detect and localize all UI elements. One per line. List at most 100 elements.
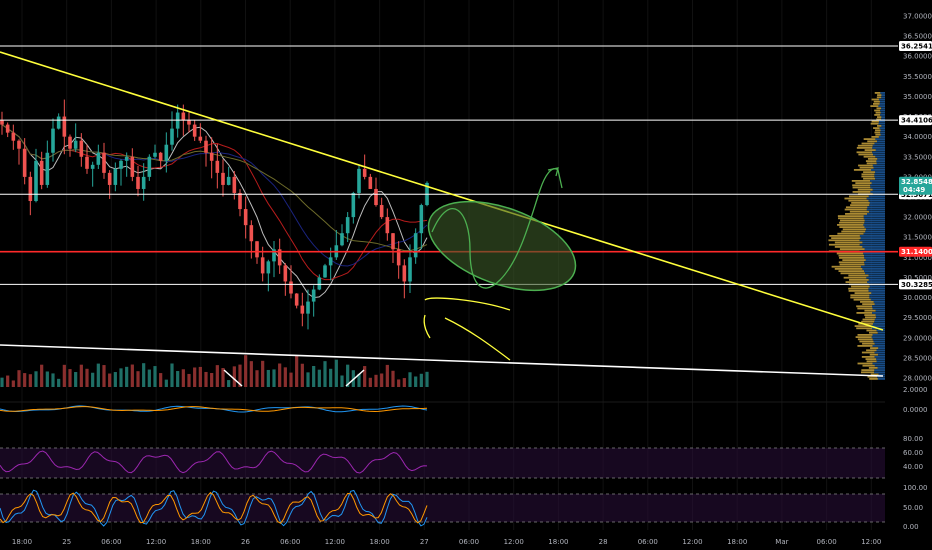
profile-bar bbox=[838, 254, 865, 257]
profile-bar bbox=[840, 219, 865, 222]
profile-bar bbox=[864, 309, 876, 312]
profile-bar-blue bbox=[877, 158, 885, 160]
drawings[interactable] bbox=[0, 51, 884, 387]
level-badge-label: 30.3285 bbox=[901, 281, 932, 289]
volume-bar bbox=[51, 373, 55, 387]
candle-body bbox=[113, 168, 118, 185]
profile-bar-blue bbox=[871, 325, 885, 327]
profile-bar-blue bbox=[863, 217, 885, 220]
profile-bar bbox=[857, 338, 873, 341]
profile-bar bbox=[870, 105, 879, 107]
profile-bar bbox=[850, 296, 870, 299]
arrow-head-icon bbox=[547, 167, 559, 177]
volume-bar bbox=[295, 355, 299, 387]
profile-bar bbox=[834, 241, 863, 244]
time-tick-label: 18:00 bbox=[12, 538, 32, 546]
indicator-tick-label: 50.00 bbox=[903, 504, 923, 512]
candle-body bbox=[96, 152, 101, 165]
volume-bar bbox=[34, 371, 38, 387]
macd-signal-line bbox=[0, 406, 428, 413]
candle-body bbox=[255, 241, 259, 258]
profile-bar bbox=[855, 182, 872, 184]
volume-bar bbox=[210, 373, 214, 387]
profile-bar bbox=[857, 144, 873, 147]
candle-body bbox=[107, 172, 112, 185]
volume-bar bbox=[113, 372, 117, 387]
profile-bar-blue bbox=[864, 221, 885, 224]
descending-trendline[interactable] bbox=[0, 51, 884, 331]
profile-bar bbox=[828, 243, 860, 246]
profile-bar bbox=[842, 259, 866, 261]
time-tick-label: 06:00 bbox=[280, 538, 300, 546]
volume-bar bbox=[289, 372, 293, 387]
volume-bar bbox=[28, 374, 32, 387]
profile-bar bbox=[870, 122, 879, 125]
time-tick-label: 18:00 bbox=[370, 538, 390, 546]
freehand-curve-2[interactable] bbox=[423, 314, 431, 339]
freehand-curve-1[interactable] bbox=[424, 297, 511, 311]
profile-bar-blue bbox=[870, 191, 885, 193]
profile-bar-blue bbox=[872, 305, 885, 308]
candle-body bbox=[0, 120, 4, 125]
profile-bar-blue bbox=[874, 364, 885, 367]
profile-bar-blue bbox=[876, 349, 885, 352]
profile-bar bbox=[863, 138, 876, 140]
profile-bar-blue bbox=[876, 316, 885, 319]
profile-bar bbox=[836, 252, 864, 255]
candlesticks bbox=[0, 99, 429, 330]
volume-bar bbox=[397, 379, 401, 387]
volume-bar bbox=[261, 360, 265, 387]
white-tick-right bbox=[345, 369, 365, 387]
profile-bar bbox=[862, 318, 875, 321]
profile-bar bbox=[867, 140, 878, 143]
indicator-axis: 2.0000 0.0000 80.00 60.00 40.00 100.00 50.00 0.… bbox=[903, 386, 928, 531]
profile-bar-blue bbox=[875, 171, 885, 173]
profile-bar bbox=[857, 334, 873, 336]
profile-bar-blue bbox=[859, 243, 885, 246]
volume-bar bbox=[419, 373, 423, 387]
volume-bar bbox=[312, 365, 316, 387]
candle-body bbox=[221, 172, 225, 185]
freehand-curve-3[interactable] bbox=[444, 317, 511, 361]
time-tick-label: 26 bbox=[241, 538, 250, 546]
level-badge-label: 32.5671 bbox=[901, 191, 932, 199]
candle-body bbox=[85, 156, 89, 169]
profile-bar-blue bbox=[873, 340, 885, 343]
time-axis[interactable]: 18:00 25 06:00 12:00 18:00 26 06:00 12:00 18:00 2… bbox=[12, 538, 881, 546]
profile-bar bbox=[871, 98, 879, 101]
profile-bar-blue bbox=[877, 367, 885, 369]
volume-bar bbox=[159, 373, 163, 387]
volume-bar bbox=[249, 361, 253, 387]
profile-bar bbox=[856, 327, 873, 330]
green-ellipse-projection[interactable] bbox=[417, 184, 588, 308]
profile-bar bbox=[838, 261, 865, 264]
time-tick-label: 06:00 bbox=[459, 538, 479, 546]
profile-bar-blue bbox=[872, 307, 885, 310]
candle-body bbox=[45, 152, 50, 185]
profile-bar-blue bbox=[876, 329, 885, 332]
profile-bar-blue bbox=[871, 169, 885, 171]
profile-bar-blue bbox=[876, 360, 885, 363]
profile-bar bbox=[877, 116, 882, 118]
profile-bar-blue bbox=[864, 226, 885, 228]
candle-body bbox=[283, 265, 288, 282]
profile-bar-blue bbox=[880, 133, 885, 136]
profile-bar-blue bbox=[874, 318, 885, 321]
profile-bar-blue bbox=[868, 199, 885, 202]
profile-bar bbox=[861, 351, 875, 354]
candle-body bbox=[413, 233, 418, 258]
volume-bar bbox=[147, 369, 151, 387]
profile-bar-blue bbox=[881, 96, 885, 99]
candle-body bbox=[249, 225, 254, 242]
profile-bar bbox=[859, 166, 874, 169]
profile-bar bbox=[874, 114, 881, 116]
profile-bar-blue bbox=[881, 118, 885, 121]
volume-bar bbox=[40, 364, 44, 387]
freehand-arrow-up[interactable] bbox=[431, 168, 563, 289]
profile-bar-blue bbox=[871, 292, 885, 294]
volume-bar bbox=[153, 366, 157, 387]
candle-body bbox=[260, 257, 265, 274]
lower-support-line[interactable] bbox=[0, 344, 884, 377]
price-tick-label: 29.5000 bbox=[903, 314, 932, 322]
